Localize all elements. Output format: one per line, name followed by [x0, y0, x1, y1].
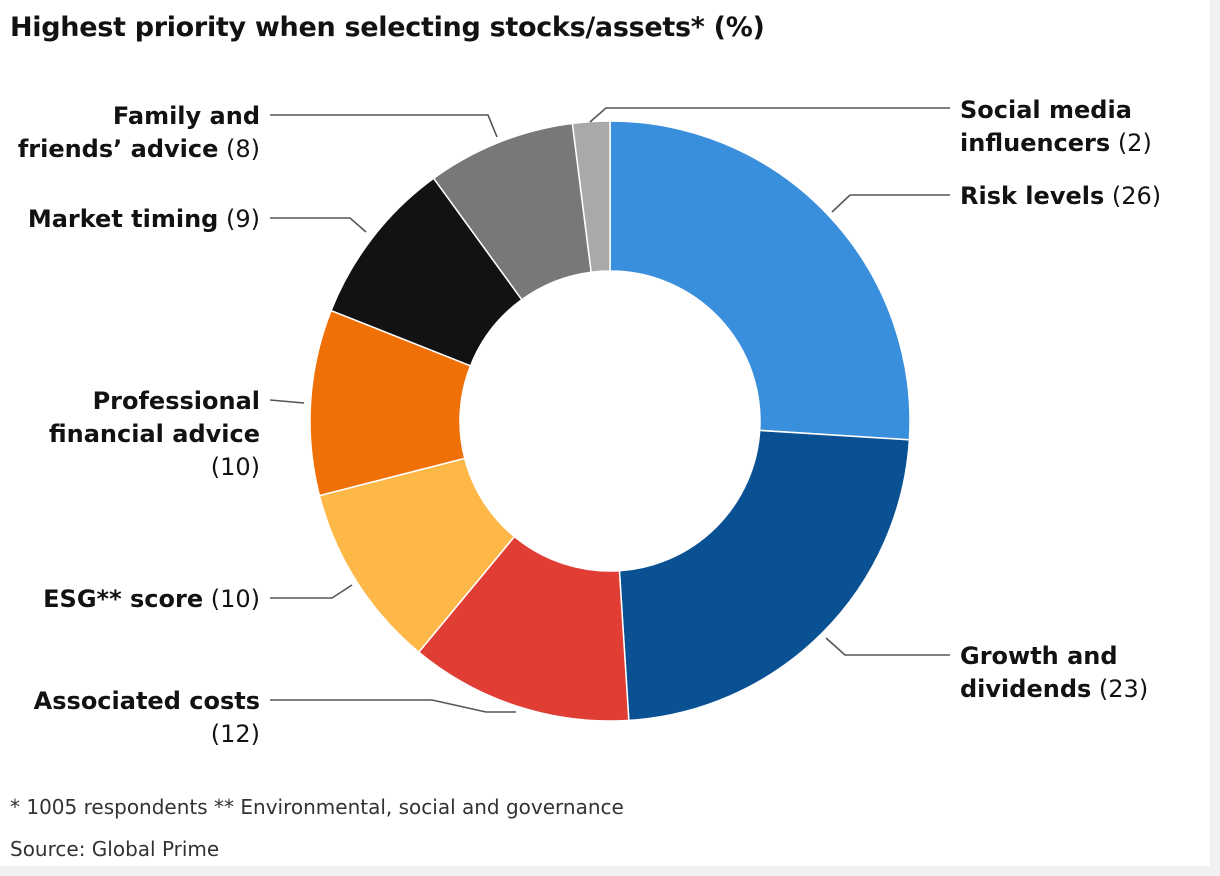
leader-line-growth — [825, 637, 950, 656]
leader-line-social — [589, 107, 950, 123]
slice-label-professional: Professional financial advice (10) — [49, 387, 260, 481]
slice-label-esg: ESG** score (10) — [43, 585, 260, 613]
leader-line-family — [270, 114, 498, 138]
slice-label-risk: Risk levels (26) — [960, 182, 1161, 210]
chart-title: Highest priority when selecting stocks/a… — [10, 12, 765, 43]
donut-slices — [309, 120, 911, 722]
leader-line-timing — [270, 217, 367, 233]
slice-social — [571, 120, 611, 274]
slice-labels: Risk levels (26) Growth and dividends (23)… — [18, 96, 1161, 748]
leader-line-risk — [831, 194, 950, 213]
donut-chart: Risk levels (26) Growth and dividends (23)… — [18, 96, 1161, 748]
slice-risk — [609, 120, 911, 441]
slice-label-timing: Market timing (9) — [28, 205, 260, 233]
slice-label-family: Family and friends’ advice (8) — [18, 102, 260, 163]
leader-line-costs — [270, 699, 516, 713]
slice-label-costs: Associated costs (12) — [34, 687, 260, 748]
footnote: * 1005 respondents ** Environmental, soc… — [10, 795, 624, 819]
slice-label-social: Social media influencers (2) — [960, 96, 1152, 157]
slice-label-growth: Growth and dividends (23) — [960, 642, 1148, 703]
leader-line-professional — [269, 399, 305, 404]
leader-lines — [269, 107, 950, 713]
slice-growth — [618, 429, 911, 722]
leader-line-esg — [270, 584, 353, 599]
source-note: Source: Global Prime — [10, 837, 220, 861]
